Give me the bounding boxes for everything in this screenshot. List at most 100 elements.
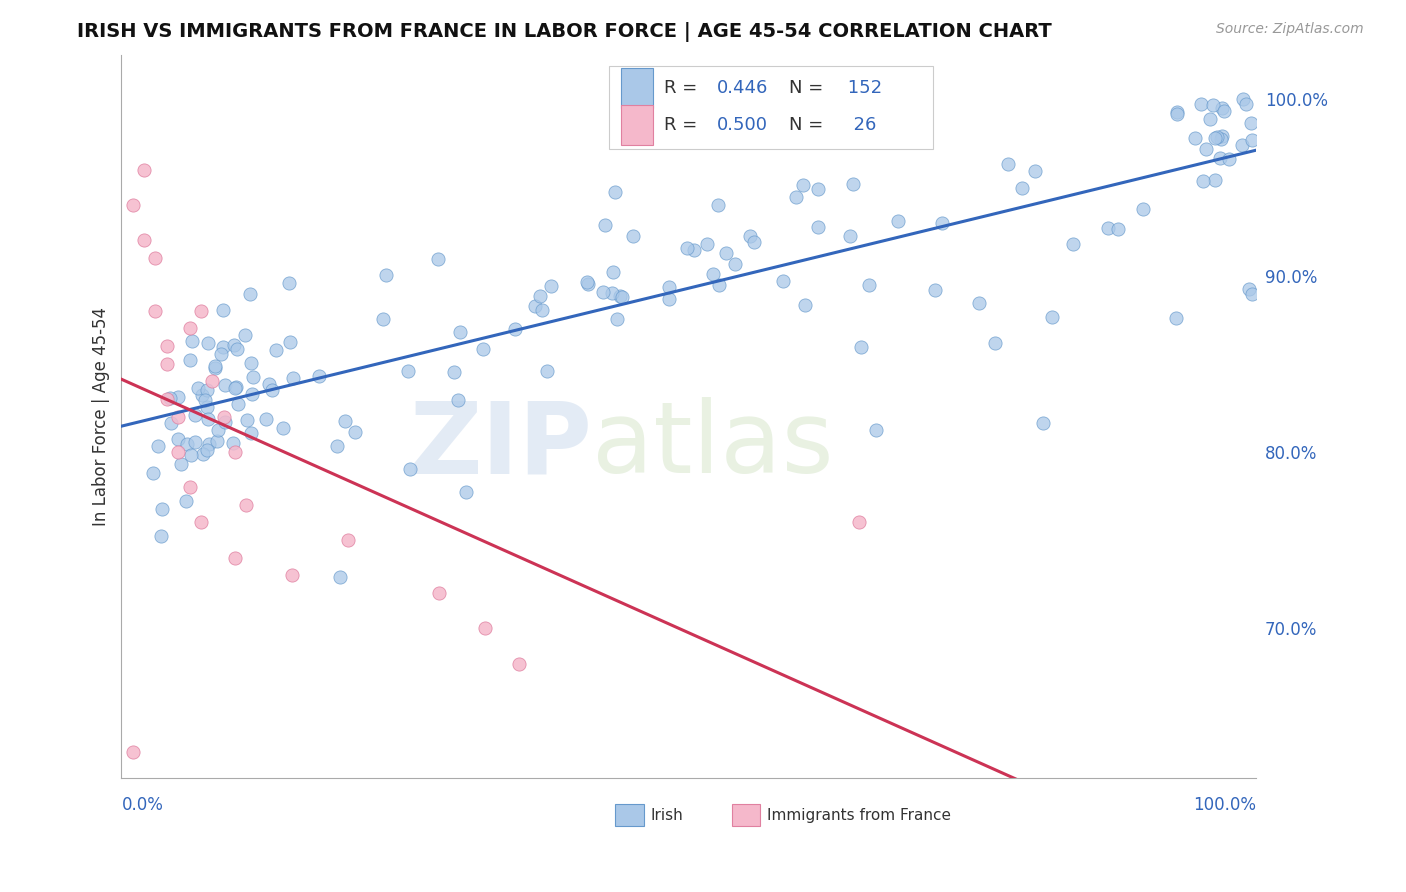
Point <box>170 458 193 472</box>
Text: N =: N = <box>789 116 828 135</box>
Point <box>134 162 156 177</box>
Point <box>204 360 226 375</box>
Point <box>606 312 628 326</box>
Text: N =: N = <box>789 78 828 96</box>
Point <box>967 296 990 310</box>
Bar <box>616 805 644 826</box>
Point <box>794 298 817 312</box>
Point <box>658 292 681 306</box>
Point <box>134 233 156 247</box>
Point <box>931 216 953 230</box>
Point <box>254 412 277 426</box>
Point <box>308 368 330 383</box>
Point <box>212 409 235 424</box>
Point <box>848 516 870 530</box>
Point <box>222 435 245 450</box>
Point <box>886 214 908 228</box>
Point <box>145 303 167 318</box>
Point <box>260 383 283 397</box>
Point <box>600 286 623 301</box>
Point <box>443 365 465 379</box>
Point <box>337 533 360 547</box>
Point <box>198 437 221 451</box>
Point <box>1032 417 1054 431</box>
Point <box>454 485 477 500</box>
Point <box>146 439 169 453</box>
Bar <box>621 105 652 145</box>
Text: R =: R = <box>664 116 703 135</box>
Point <box>523 299 546 313</box>
Point <box>529 289 551 303</box>
FancyBboxPatch shape <box>609 66 934 149</box>
Point <box>207 424 229 438</box>
Point <box>194 393 217 408</box>
Text: 26: 26 <box>842 116 876 135</box>
Point <box>204 359 226 374</box>
Point <box>603 186 626 200</box>
Point <box>1218 153 1240 167</box>
Point <box>156 339 179 353</box>
Text: Immigrants from France: Immigrants from France <box>768 807 952 822</box>
Point <box>235 498 257 512</box>
Point <box>142 467 165 481</box>
Point <box>259 377 281 392</box>
Point <box>371 312 394 326</box>
Point <box>706 197 728 211</box>
Point <box>201 375 224 389</box>
Point <box>536 364 558 378</box>
Text: R =: R = <box>664 78 703 96</box>
Point <box>398 462 420 476</box>
Point <box>576 277 599 291</box>
Point <box>426 252 449 266</box>
Point <box>224 381 246 395</box>
Point <box>191 447 214 461</box>
Point <box>1195 142 1218 156</box>
Text: IRISH VS IMMIGRANTS FROM FRANCE IN LABOR FORCE | AGE 45-54 CORRELATION CHART: IRISH VS IMMIGRANTS FROM FRANCE IN LABOR… <box>77 22 1052 42</box>
Text: atlas: atlas <box>592 397 834 494</box>
Point <box>224 445 246 459</box>
Point <box>1205 129 1227 144</box>
Point <box>1166 107 1188 121</box>
Point <box>179 352 201 367</box>
Point <box>1211 132 1233 146</box>
Text: 0.500: 0.500 <box>717 116 768 135</box>
Point <box>242 370 264 384</box>
Point <box>807 220 830 235</box>
Point <box>195 442 218 457</box>
Point <box>658 279 681 293</box>
Point <box>150 529 173 543</box>
Point <box>724 257 747 271</box>
Point <box>239 287 262 301</box>
Point <box>609 289 631 303</box>
Point <box>179 480 201 494</box>
Point <box>396 364 419 378</box>
Point <box>1192 174 1215 188</box>
Point <box>838 228 860 243</box>
Point <box>264 343 287 357</box>
Point <box>166 390 188 404</box>
Point <box>240 425 263 440</box>
Point <box>742 235 765 250</box>
Point <box>1204 173 1226 187</box>
Point <box>190 516 212 530</box>
Point <box>211 340 233 354</box>
Point <box>593 218 616 232</box>
Point <box>1097 220 1119 235</box>
Point <box>1236 96 1258 111</box>
Point <box>184 408 207 422</box>
Point <box>186 381 208 395</box>
Text: Irish: Irish <box>651 807 683 822</box>
Point <box>1107 222 1129 236</box>
Point <box>540 279 562 293</box>
Point <box>195 401 218 415</box>
Point <box>214 378 236 392</box>
Point <box>1202 98 1225 112</box>
Point <box>233 327 256 342</box>
Point <box>1209 151 1232 165</box>
Point <box>179 321 201 335</box>
Point <box>1237 282 1260 296</box>
Point <box>176 493 198 508</box>
Point <box>602 265 624 279</box>
Point <box>575 276 598 290</box>
Text: 0.446: 0.446 <box>717 78 769 96</box>
